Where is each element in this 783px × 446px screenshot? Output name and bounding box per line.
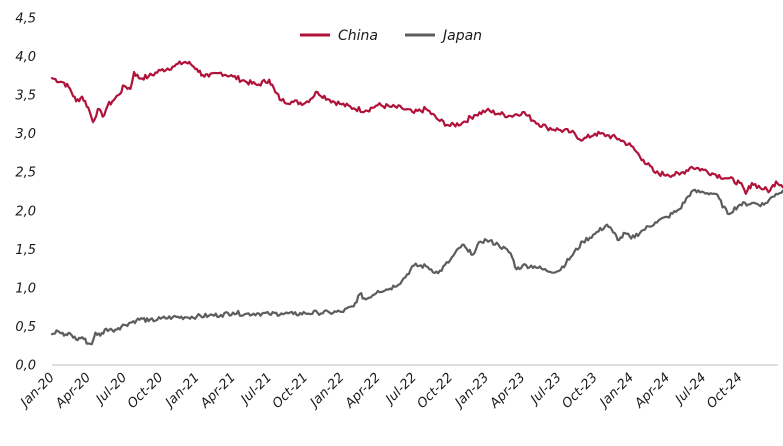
x-tick-label: Oct-20 bbox=[125, 370, 167, 412]
y-tick-label: 3,5 bbox=[15, 89, 36, 104]
x-tick-label: Apr-24 bbox=[631, 370, 673, 412]
legend-label-china: China bbox=[338, 28, 378, 44]
y-axis-ticks: 0,0 0,5 1,0 1,5 2,0 2,5 3,0 3,5 4,0 4,5 bbox=[15, 12, 36, 374]
x-tick-label: Jul-23 bbox=[526, 370, 565, 409]
x-tick-label: Oct-23 bbox=[559, 370, 601, 412]
x-tick-label: Apr-20 bbox=[52, 370, 94, 412]
x-tick-label: Jan-24 bbox=[595, 370, 637, 412]
x-tick-label: Jan-22 bbox=[306, 370, 348, 412]
x-tick-label: Oct-22 bbox=[415, 370, 457, 412]
x-tick-label: Jul-20 bbox=[91, 370, 130, 409]
y-tick-label: 0,0 bbox=[15, 359, 36, 374]
x-tick-label: Jan-23 bbox=[450, 370, 492, 412]
x-tick-label: Jul-24 bbox=[671, 370, 710, 409]
series-group bbox=[50, 60, 783, 346]
y-tick-label: 3,0 bbox=[15, 127, 36, 142]
series-line-japan bbox=[50, 188, 783, 346]
x-tick-label: Jul-21 bbox=[236, 370, 275, 409]
x-tick-label: Oct-24 bbox=[704, 370, 746, 412]
y-tick-label: 0,5 bbox=[15, 320, 36, 335]
legend-label-japan: Japan bbox=[440, 28, 482, 44]
x-tick-label: Jul-22 bbox=[381, 370, 420, 409]
x-tick-label: Jan-21 bbox=[161, 370, 203, 412]
x-tick-label: Apr-21 bbox=[197, 370, 239, 412]
y-tick-label: 1,5 bbox=[15, 243, 36, 258]
series-line-china bbox=[50, 60, 783, 195]
y-tick-label: 2,5 bbox=[15, 166, 36, 181]
y-tick-label: 4,0 bbox=[15, 50, 36, 65]
y-tick-label: 1,0 bbox=[15, 281, 36, 296]
y-tick-label: 2,0 bbox=[15, 204, 36, 219]
x-tick-label: Jan-20 bbox=[16, 370, 58, 412]
y-tick-label: 4,5 bbox=[15, 12, 36, 27]
x-tick-label: Oct-21 bbox=[270, 370, 312, 412]
legend: China Japan bbox=[300, 28, 482, 44]
x-tick-label: Apr-23 bbox=[487, 370, 529, 412]
x-tick-label: Apr-22 bbox=[342, 370, 384, 412]
